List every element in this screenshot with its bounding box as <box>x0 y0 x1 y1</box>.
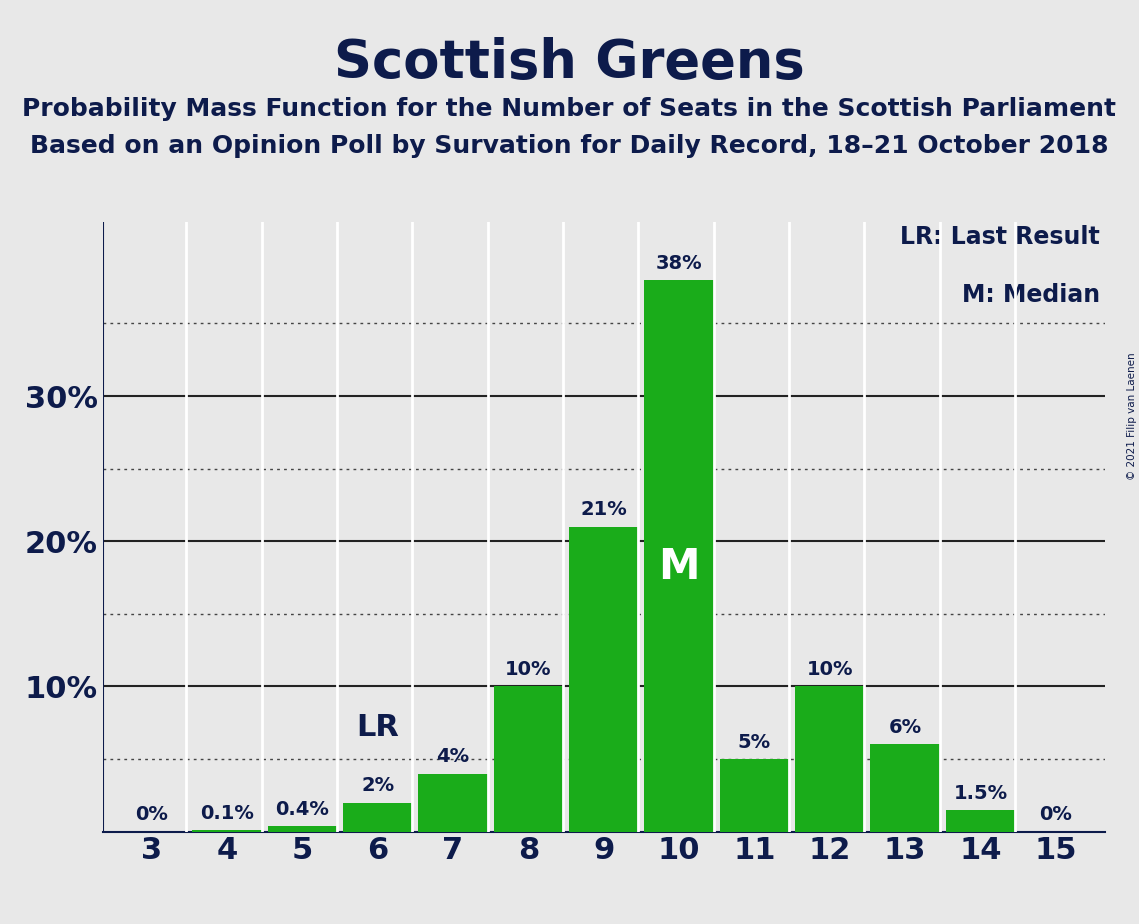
Bar <box>645 280 714 832</box>
Text: 0%: 0% <box>1040 806 1072 824</box>
Bar <box>870 745 940 832</box>
Text: Probability Mass Function for the Number of Seats in the Scottish Parliament: Probability Mass Function for the Number… <box>23 97 1116 121</box>
Bar <box>795 687 865 832</box>
Text: Scottish Greens: Scottish Greens <box>334 37 805 89</box>
Text: 10%: 10% <box>505 660 551 679</box>
Text: © 2021 Filip van Laenen: © 2021 Filip van Laenen <box>1126 352 1137 480</box>
Text: 0.1%: 0.1% <box>200 804 254 823</box>
Text: 1.5%: 1.5% <box>953 784 1008 803</box>
Text: 0%: 0% <box>136 806 167 824</box>
Text: 10%: 10% <box>806 660 853 679</box>
Text: LR: LR <box>357 712 399 742</box>
Text: Based on an Opinion Poll by Survation for Daily Record, 18–21 October 2018: Based on an Opinion Poll by Survation fo… <box>31 134 1108 158</box>
Text: 5%: 5% <box>738 733 771 752</box>
Text: 21%: 21% <box>580 501 628 519</box>
Text: M: Median: M: Median <box>961 283 1100 307</box>
Bar <box>343 803 412 832</box>
Bar <box>268 826 337 832</box>
Text: 38%: 38% <box>656 253 703 273</box>
Bar <box>418 773 487 832</box>
Text: 2%: 2% <box>361 776 394 796</box>
Text: 4%: 4% <box>436 748 469 766</box>
Text: LR: Last Result: LR: Last Result <box>900 225 1100 249</box>
Bar <box>720 759 789 832</box>
Text: 0.4%: 0.4% <box>276 799 329 819</box>
Bar <box>192 830 262 832</box>
Bar <box>493 687 563 832</box>
Text: M: M <box>658 546 699 588</box>
Text: 6%: 6% <box>888 718 921 737</box>
Bar <box>570 527 638 832</box>
Bar <box>945 809 1015 832</box>
